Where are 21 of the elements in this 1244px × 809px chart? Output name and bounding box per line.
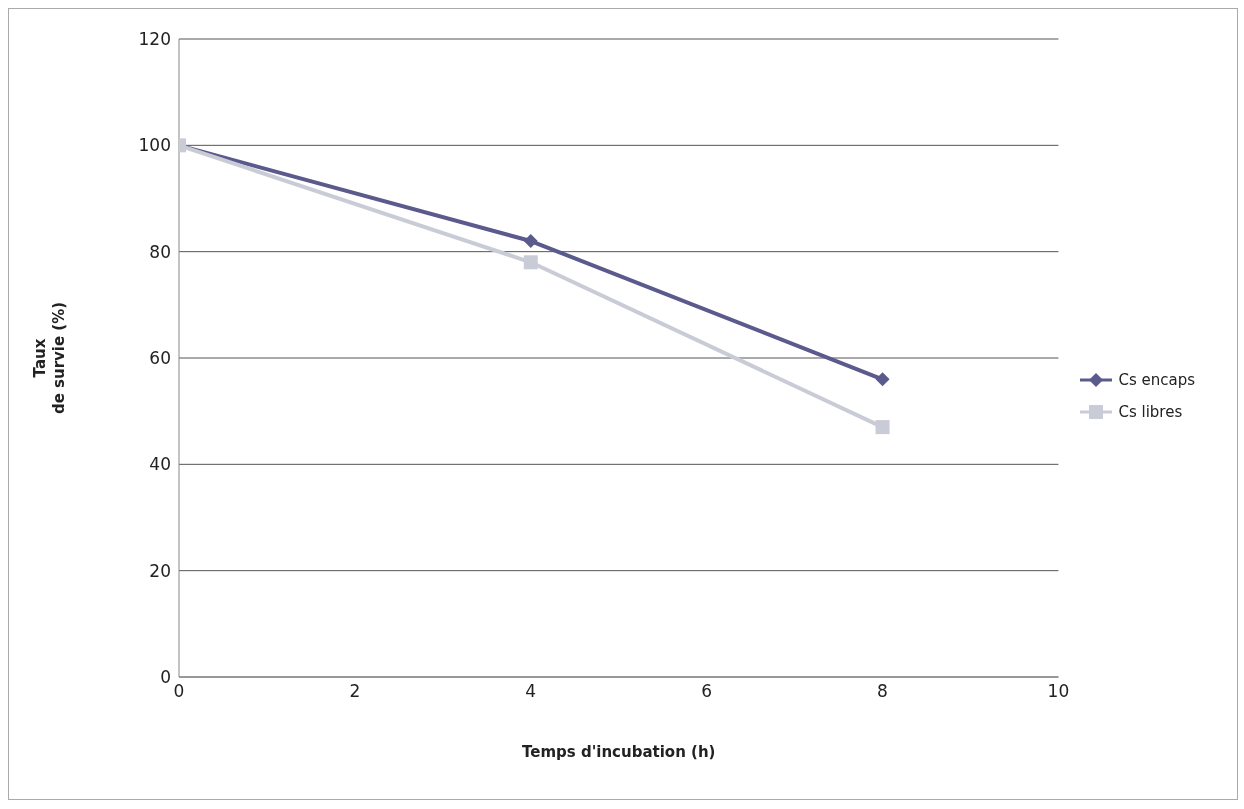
y-tick-label: 80: [149, 241, 171, 262]
x-tick-label: 6: [701, 681, 713, 702]
y-tick-label: 100: [138, 135, 171, 156]
y-tick-label: 40: [149, 454, 171, 475]
point: [523, 255, 538, 270]
x-tick-label: 2: [349, 681, 361, 702]
y-tick-label: 0: [160, 667, 171, 688]
point: [875, 372, 890, 387]
y-tick-label: 20: [149, 560, 171, 581]
x-tick-label: 8: [877, 681, 888, 702]
x-tick-label: 10: [1047, 681, 1070, 702]
y-tick-label: 60: [149, 348, 171, 369]
point: [523, 234, 538, 249]
legend-label: Cs encaps: [1118, 371, 1195, 389]
x-tick-label: 0: [173, 681, 185, 702]
x-axis-title: Temps d'incubation (h): [522, 743, 716, 761]
point: [875, 420, 890, 435]
y-axis-title: Taux de survie (%): [31, 301, 68, 415]
x-tick-label: 4: [525, 681, 537, 702]
legend-label: Cs libres: [1118, 403, 1183, 421]
y-tick-label: 120: [138, 29, 171, 50]
